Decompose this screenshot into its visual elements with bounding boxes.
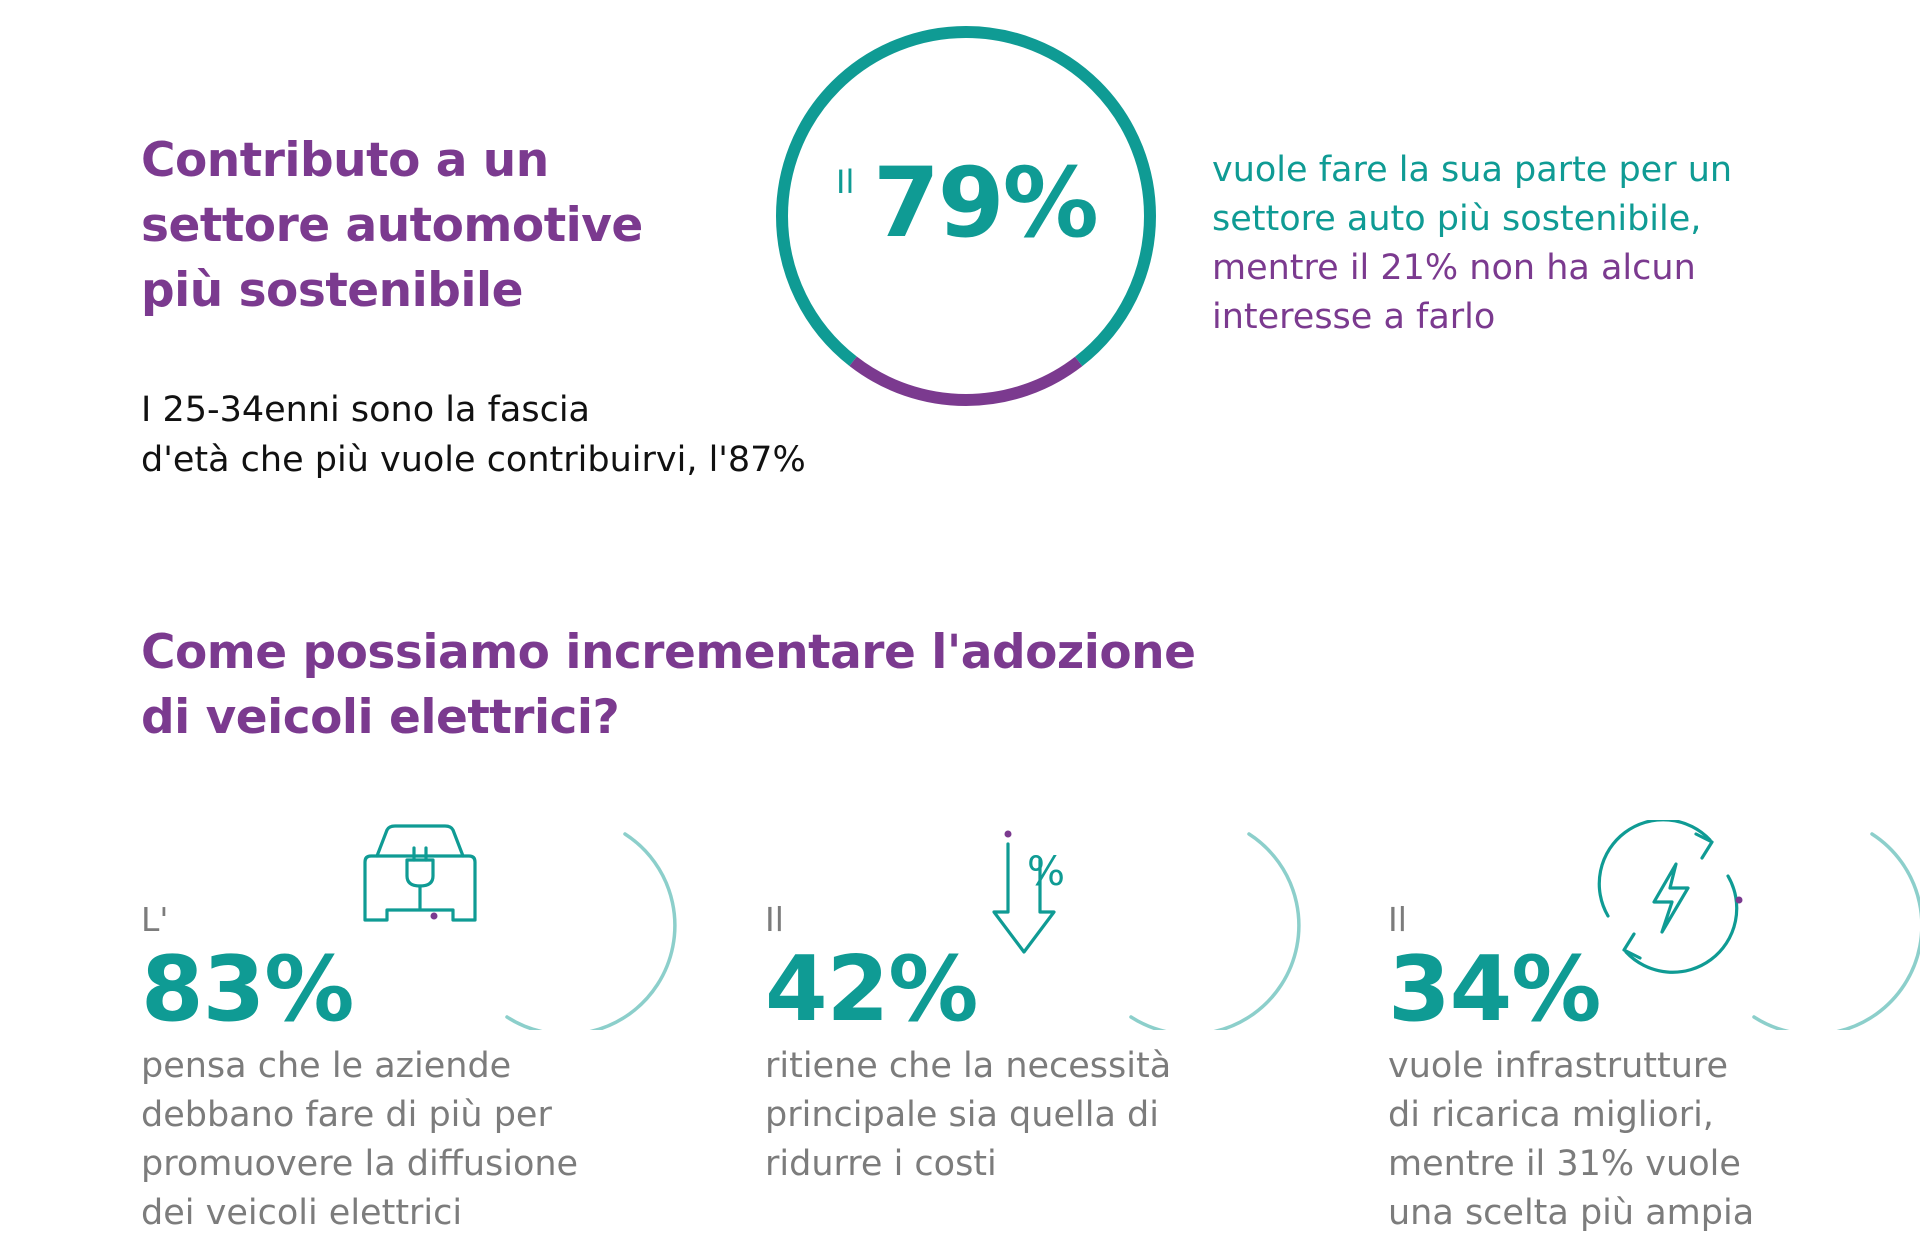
decorative-arc: %	[992, 830, 1301, 1030]
ring-prefix: Il	[836, 163, 855, 201]
ring-caption-line: interesse a farlo	[1212, 297, 1496, 337]
stat-prefix: Il	[765, 900, 784, 939]
purple-dot	[430, 912, 438, 920]
stat-description: ritiene che la necessità principale sia …	[765, 1042, 1171, 1189]
ring-segment-teal	[776, 26, 1156, 406]
age-group-note-line: I 25-34enni sono la fascia	[141, 390, 590, 430]
cost-reduction-arrow-icon	[992, 842, 1056, 954]
stat-value: 83%	[141, 937, 354, 1042]
recharge-cycle-icon	[1597, 820, 1739, 974]
stat-value: 42%	[765, 937, 978, 1042]
section1-title-line: settore automotive	[141, 198, 643, 253]
ev-charging-car-icon	[363, 824, 477, 922]
stat-value: 34%	[1388, 937, 1601, 1042]
percent-glyph: %	[1027, 849, 1065, 895]
ring-caption-line: vuole fare la sua parte per un	[1212, 150, 1733, 190]
stat-description: pensa che le aziende debbano fare di più…	[141, 1042, 578, 1238]
section2-title-line: di veicoli elettrici?	[141, 690, 620, 745]
stat-description-line: ridurre i costi	[765, 1144, 997, 1184]
stat-description-line: vuole infrastrutture	[1388, 1046, 1729, 1086]
ring-caption-line: settore auto più sostenibile,	[1212, 199, 1702, 239]
stat-description-line: pensa che le aziende	[141, 1046, 512, 1086]
age-group-note: I 25-34enni sono la fascia d'età che più…	[141, 385, 806, 485]
stat-description-line: dei veicoli elettrici	[141, 1193, 463, 1233]
stat-card-costs: % Il 42% ritiene che la necessità princi…	[765, 820, 1301, 1240]
sustainability-ring-gauge	[776, 26, 1156, 406]
decorative-arc	[363, 824, 677, 1030]
stat-description-line: debbano fare di più per	[141, 1095, 552, 1135]
purple-dot	[1735, 896, 1743, 904]
stat-description-line: ritiene che la necessità	[765, 1046, 1172, 1086]
stat-description-line: principale sia quella di	[765, 1095, 1159, 1135]
purple-dot	[1004, 830, 1012, 838]
ring-caption: vuole fare la sua parte per un settore a…	[1212, 146, 1732, 342]
section1-title-line: più sostenibile	[141, 263, 523, 318]
stat-description-line: mentre il 31% vuole	[1388, 1144, 1741, 1184]
age-group-note-line: d'età che più vuole contribuirvi, l'87%	[141, 440, 806, 480]
section1-title: Contributo a un settore automotive più s…	[141, 128, 643, 323]
stat-description-line: una scelta più ampia	[1388, 1193, 1755, 1233]
ring-value: 79%	[873, 147, 1099, 259]
stat-prefix: L'	[141, 900, 169, 939]
decorative-arc	[1597, 820, 1920, 1030]
stat-description: vuole infrastrutture di ricarica miglior…	[1388, 1042, 1754, 1238]
section2-title-line: Come possiamo incrementare l'adozione	[141, 625, 1196, 680]
ring-segment-purple	[776, 26, 1156, 406]
stat-description-line: di ricarica migliori,	[1388, 1095, 1714, 1135]
stat-card-infrastructure: Il 34% vuole infrastrutture di ricarica …	[1388, 820, 1920, 1240]
stat-card-companies: L' 83% pensa che le aziende debbano fare…	[141, 820, 677, 1240]
ring-caption-line: mentre il 21% non ha alcun	[1212, 248, 1696, 288]
stat-prefix: Il	[1388, 900, 1407, 939]
stat-description-line: promuovere la diffusione	[141, 1144, 579, 1184]
section1-title-line: Contributo a un	[141, 133, 549, 188]
section2-title: Come possiamo incrementare l'adozione di…	[141, 620, 1196, 750]
